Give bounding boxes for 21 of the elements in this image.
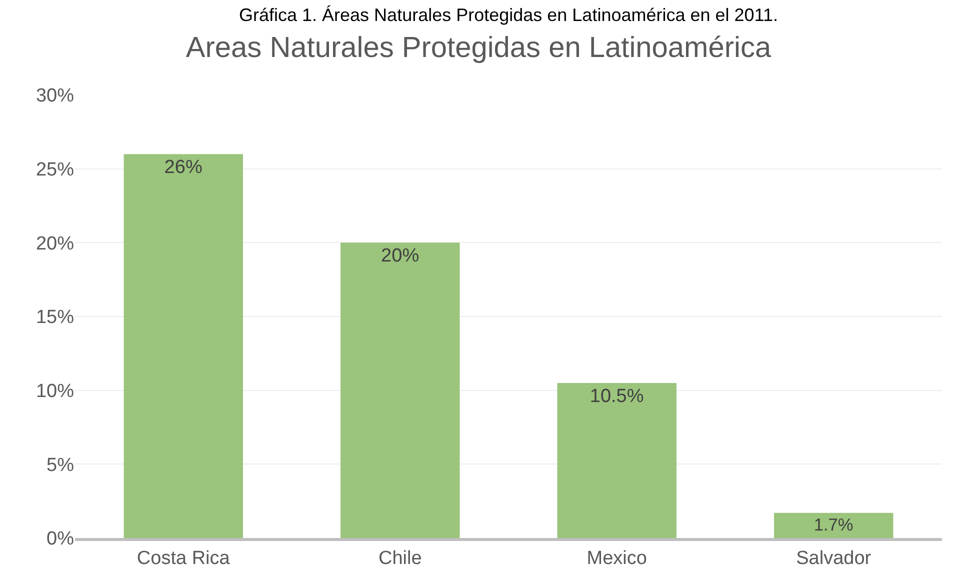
bar: [340, 242, 460, 538]
bar: [557, 382, 676, 538]
text: Gráfica 1. Áreas Naturales Protegidas en Latinoamérica en el 2011.: [239, 5, 778, 25]
x-tick-label: Salvador: [796, 548, 872, 569]
y-tick-label: 25%: [36, 159, 74, 180]
chart-title: Areas Naturales Protegidas en Latinoamérica: [186, 32, 772, 64]
bar: [774, 512, 894, 538]
y-tick-label: 30%: [36, 86, 74, 107]
data-label: 20%: [381, 246, 420, 267]
x-tick-label: Costa Rica: [136, 548, 230, 569]
data-label: 26%: [164, 157, 202, 178]
y-tick-label: 15%: [36, 307, 74, 328]
y-tick-label: 5%: [46, 454, 74, 476]
y-tick-label: 0%: [46, 528, 74, 550]
bar: [124, 154, 243, 538]
data-label: 10.5%: [590, 386, 644, 407]
x-tick-label: Chile: [378, 548, 422, 569]
y-tick-label: 20%: [36, 233, 74, 254]
data-label: 1.7%: [814, 514, 854, 534]
y-tick-label: 10%: [36, 380, 74, 402]
x-tick-label: Mexico: [586, 548, 647, 569]
